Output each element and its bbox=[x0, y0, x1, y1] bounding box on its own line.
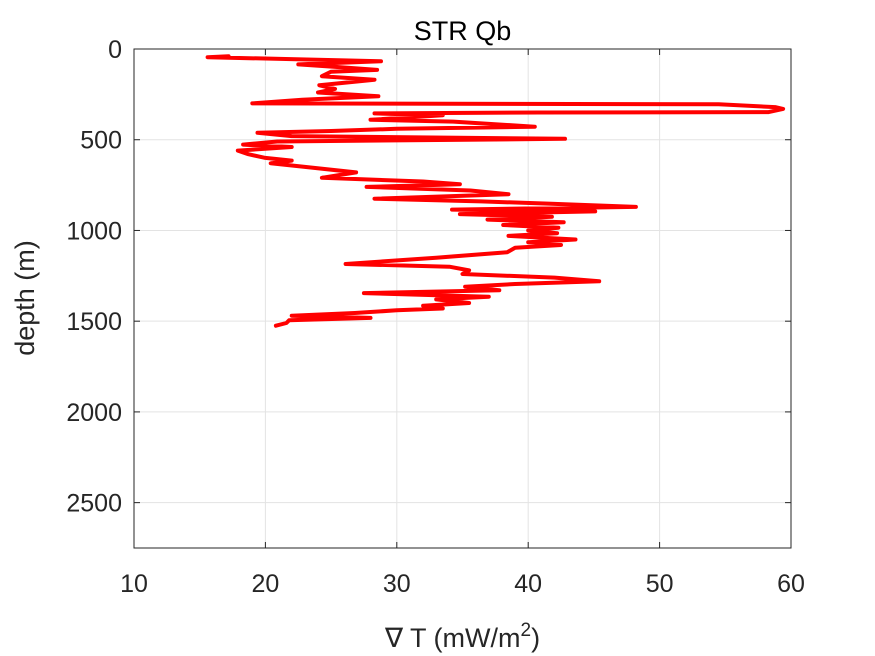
x-axis-label-superscript: 2 bbox=[520, 620, 531, 641]
x-tick-label: 30 bbox=[383, 570, 411, 598]
x-axis-ticks: 10 20 30 40 50 60 bbox=[120, 49, 805, 598]
y-tick-label: 1500 bbox=[66, 308, 122, 336]
chart-title: STR Qb bbox=[414, 16, 512, 46]
x-tick-label: 50 bbox=[646, 570, 674, 598]
y-axis-ticks: 0 500 1000 1500 2000 2500 bbox=[66, 36, 791, 518]
series-line bbox=[205, 54, 786, 328]
x-tick-label: 20 bbox=[251, 570, 279, 598]
y-tick-label: 0 bbox=[108, 36, 122, 64]
y-tick-label: 2500 bbox=[66, 490, 122, 518]
x-axis-label: ∇ T (mW/m2) bbox=[384, 620, 540, 653]
y-tick-label: 1000 bbox=[66, 217, 122, 245]
plot-frame bbox=[133, 48, 792, 549]
y-axis-label: depth (m) bbox=[10, 240, 40, 356]
x-axis-label-close: ) bbox=[531, 623, 540, 653]
x-tick-label: 40 bbox=[514, 570, 542, 598]
series-group bbox=[205, 54, 786, 328]
y-tick-label: 500 bbox=[80, 127, 122, 155]
x-axis-label-main: ∇ T (mW/m bbox=[384, 623, 521, 653]
x-tick-label: 10 bbox=[120, 570, 148, 598]
y-tick-label: 2000 bbox=[66, 399, 122, 427]
x-tick-label: 60 bbox=[777, 570, 805, 598]
